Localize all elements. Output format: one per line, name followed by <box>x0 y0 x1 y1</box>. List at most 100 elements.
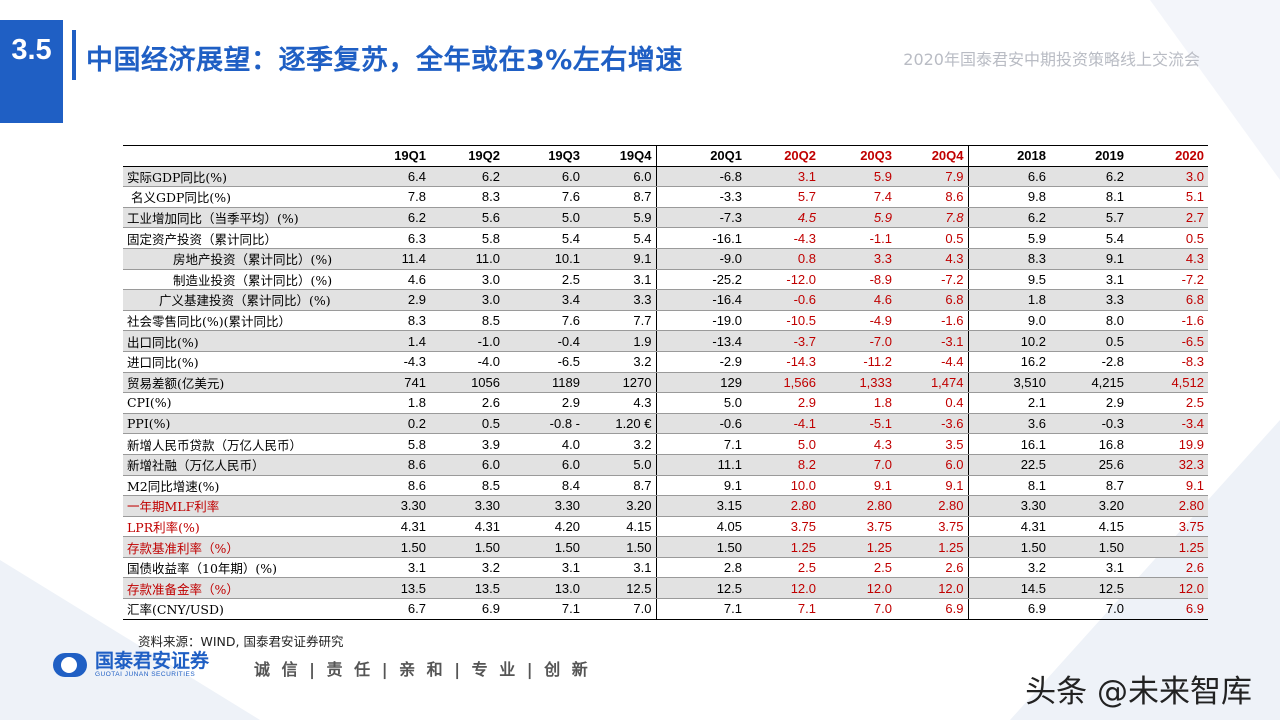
column-header: 20Q2 <box>746 145 820 167</box>
row-label: LPR利率(%) <box>123 516 356 538</box>
table-cell: -3.3 <box>656 186 746 208</box>
source-note: 资料来源：WIND, 国泰君安证券研究 <box>138 634 344 649</box>
table-cell: 12.5 <box>656 577 746 600</box>
table-cell: 5.0 <box>746 433 820 455</box>
table-cell: 5.9 <box>584 207 657 229</box>
table-cell: 3.5 <box>896 433 969 455</box>
table-cell: -7.2 <box>1128 269 1208 291</box>
table-cell: -16.4 <box>656 289 746 311</box>
table-cell: 1,474 <box>896 372 969 394</box>
table-cell: -3.7 <box>746 330 820 352</box>
table-cell: 1.8 <box>356 392 430 414</box>
table-cell: -0.6 <box>656 413 746 435</box>
company-logo: 国泰君安证券 GUOTAI JUNAN SECURITIES <box>53 652 209 678</box>
table-cell: 2.6 <box>1128 557 1208 579</box>
table-cell: 12.0 <box>1128 577 1208 600</box>
table-cell: -0.4 <box>504 330 584 352</box>
table-cell: 4,215 <box>1050 372 1128 394</box>
table-cell: -2.8 <box>1050 351 1128 373</box>
table-cell: 2.8 <box>656 557 746 579</box>
column-header: 19Q1 <box>356 145 430 167</box>
table-cell: 7.9 <box>896 166 969 188</box>
table-cell: 1,333 <box>820 372 896 394</box>
table-cell: 1270 <box>584 372 657 394</box>
table-cell: 2.5 <box>504 269 584 291</box>
table-cell: 0.2 <box>356 413 430 435</box>
table-cell: 3.2 <box>584 351 657 373</box>
table-cell: 3.30 <box>356 495 430 517</box>
table-cell: 1.50 <box>430 536 504 558</box>
table-cell: 10.2 <box>968 330 1050 352</box>
table-cell: 5.7 <box>746 186 820 208</box>
table-cell: 129 <box>656 372 746 394</box>
watermark: 头条 @未来智库 <box>1025 674 1252 710</box>
table-cell: -1.6 <box>896 310 969 332</box>
table-cell: 8.5 <box>430 475 504 497</box>
table-cell: -4.0 <box>430 351 504 373</box>
table-cell: 741 <box>356 372 430 394</box>
table-cell: 3.1 <box>356 557 430 579</box>
table-cell: 2.6 <box>896 557 969 579</box>
table-cell: 5.4 <box>504 227 584 249</box>
table-cell: 1.8 <box>968 289 1050 311</box>
table-cell: 8.1 <box>968 475 1050 497</box>
table-cell: 8.1 <box>1050 186 1128 208</box>
table-cell: -0.6 <box>746 289 820 311</box>
table-row: 固定资产投资（累计同比） 6.3 5.8 5.4 5.4 -16.1 -4.3 -1.1 0.5… <box>123 227 1208 249</box>
table-row: 房地产投资（累计同比）(%) 11.4 11.0 10.1 9.1 -9.0 0.8 3.3 4… <box>123 248 1208 270</box>
table-cell: -4.3 <box>356 351 430 373</box>
table-cell: 1.25 <box>896 536 969 558</box>
table-cell: 12.0 <box>820 577 896 600</box>
table-row: 名义GDP同比(%) 7.8 8.3 7.6 8.7 -3.3 5.7 7.4 8.6 9.8 8.… <box>123 186 1208 208</box>
table-cell: 3.30 <box>504 495 584 517</box>
table-cell: 8.3 <box>430 186 504 208</box>
table-cell: 3.30 <box>430 495 504 517</box>
row-label: 存款基准利率（%） <box>123 536 356 558</box>
table-cell: 6.3 <box>356 227 430 249</box>
table-cell: 4.6 <box>356 269 430 291</box>
table-cell: 8.3 <box>356 310 430 332</box>
table-row: 贸易差额(亿美元) 741 1056 1189 1270 129 1,566 1,333 1,4… <box>123 372 1208 394</box>
table-cell: 1.50 <box>584 536 657 558</box>
table-cell: 4.31 <box>430 516 504 538</box>
company-slogan: 诚 信 | 责 任 | 亲 和 | 专 业 | 创 新 <box>254 660 591 679</box>
table-cell: 6.4 <box>356 166 430 188</box>
table-cell: 2.6 <box>430 392 504 414</box>
table-cell: 4,512 <box>1128 372 1208 394</box>
table-cell: 2.1 <box>968 392 1050 414</box>
table-cell: 2.9 <box>746 392 820 414</box>
row-label: CPI(%) <box>123 392 356 414</box>
row-label: 实际GDP同比(%) <box>123 166 356 188</box>
table-cell: 2.80 <box>1128 495 1208 517</box>
table-cell: 1.50 <box>356 536 430 558</box>
table-cell: -0.8 - <box>504 413 584 435</box>
table-cell: 3.1 <box>504 557 584 579</box>
table-row: LPR利率(%) 4.31 4.31 4.20 4.15 4.05 3.75 3.75 3.75… <box>123 516 1208 538</box>
table-cell: -13.4 <box>656 330 746 352</box>
table-cell: -9.0 <box>656 248 746 270</box>
table-cell: 1.4 <box>356 330 430 352</box>
page-title: 中国经济展望：逐季复苏，全年或在3%左右增速 <box>86 45 683 76</box>
row-label: 出口同比(%) <box>123 330 356 352</box>
table-cell: 3.2 <box>430 557 504 579</box>
table-cell: 7.6 <box>504 186 584 208</box>
row-label: M2同比增速(%) <box>123 475 356 497</box>
table-cell: 3.9 <box>430 433 504 455</box>
table-cell: 11.0 <box>430 248 504 270</box>
table-cell: 13.0 <box>504 577 584 600</box>
table-cell: 4.3 <box>1128 248 1208 270</box>
row-label: 房地产投资（累计同比）(%) <box>123 248 356 270</box>
table-cell: 2.9 <box>504 392 584 414</box>
table-cell: 2.9 <box>356 289 430 311</box>
table-cell: 3.75 <box>1128 516 1208 538</box>
table-cell: 6.2 <box>430 166 504 188</box>
row-label: 社会零售同比(%)(累计同比） <box>123 310 356 332</box>
table-cell: 0.5 <box>896 227 969 249</box>
table-row: 新增人民币贷款（万亿人民币） 5.8 3.9 4.0 3.2 7.1 5.0 4.3 3.5 16… <box>123 433 1208 455</box>
table-cell: 3.1 <box>746 166 820 188</box>
table-cell: 4.3 <box>584 392 657 414</box>
table-cell: 9.0 <box>968 310 1050 332</box>
row-label: 贸易差额(亿美元) <box>123 372 356 394</box>
table-cell: 4.3 <box>896 248 969 270</box>
table-cell: 3.2 <box>968 557 1050 579</box>
